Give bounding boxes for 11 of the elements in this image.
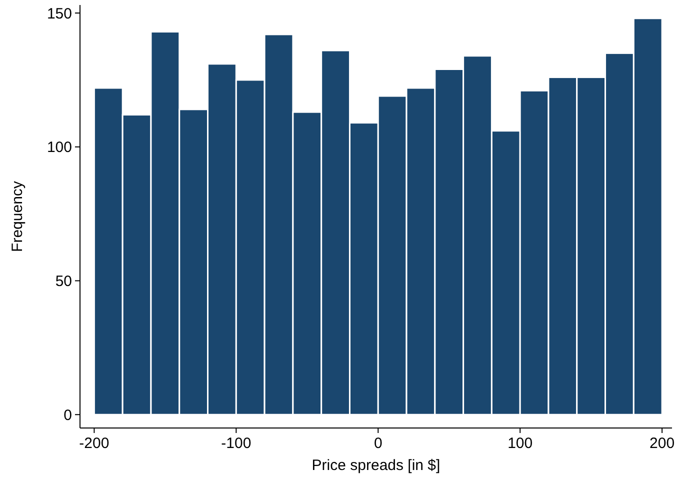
x-tick-label: -100 xyxy=(221,435,252,452)
y-tick-label: 150 xyxy=(46,5,72,22)
x-tick-label: 100 xyxy=(508,435,533,452)
x-tick-label: 200 xyxy=(650,435,675,452)
y-tick-label: 50 xyxy=(55,273,72,290)
x-tick-label: -200 xyxy=(79,435,110,452)
y-axis-title: Frequency xyxy=(9,180,26,252)
y-tick-label: 0 xyxy=(64,406,72,424)
x-tick-label: 0 xyxy=(374,435,382,452)
y-tick-label: 100 xyxy=(46,139,72,156)
x-axis-title: Price spreads [in $] xyxy=(312,457,440,474)
